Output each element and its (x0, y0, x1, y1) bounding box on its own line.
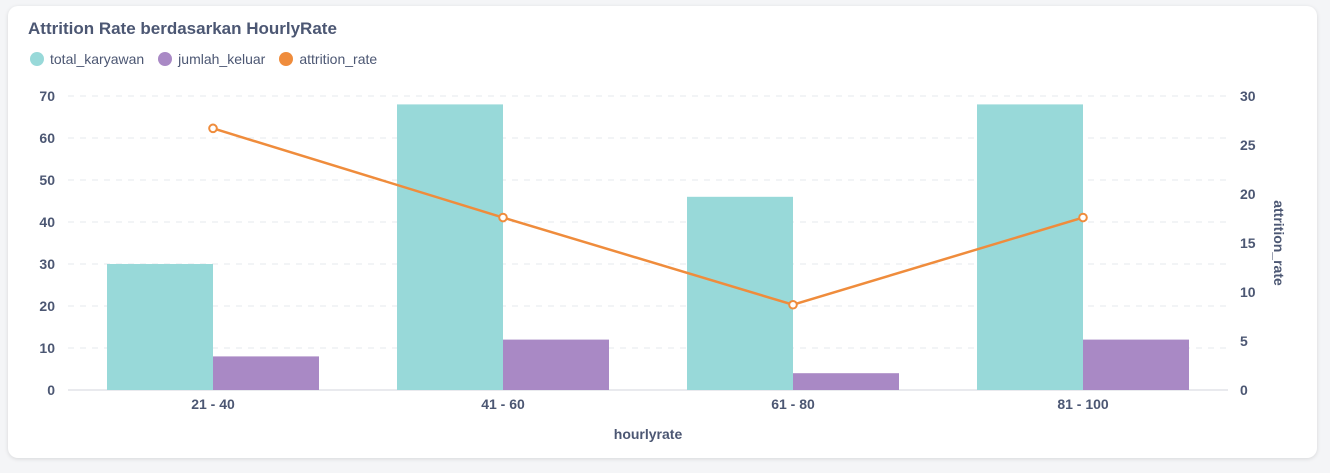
legend-item-attrition-rate[interactable]: attrition_rate (279, 51, 377, 67)
legend-label-attrition-rate: attrition_rate (299, 51, 378, 67)
legend-item-jumlah-keluar[interactable]: jumlah_keluar (158, 51, 265, 67)
legend-dot-total-karyawan (30, 52, 44, 66)
bar-total_karyawan (687, 196, 793, 390)
y2-axis-title: attrition_rate (1271, 200, 1287, 286)
bar-jumlah_keluar (793, 373, 899, 390)
y2-tick-label: 5 (1240, 333, 1248, 349)
x-tick-label: 61 - 80 (771, 396, 815, 412)
line-attrition_rate (212, 127, 1084, 307)
chart-legend: total_karyawan jumlah_keluar attrition_r… (30, 51, 377, 67)
bar-jumlah_keluar (503, 339, 609, 390)
y-tick-label: 60 (39, 130, 55, 146)
x-tick-label: 21 - 40 (191, 396, 235, 412)
x-tick-label: 81 - 100 (1057, 396, 1109, 412)
legend-label-total-karyawan: total_karyawan (50, 51, 145, 67)
y2-tick-label: 10 (1240, 284, 1256, 300)
legend-dot-jumlah-keluar (158, 52, 173, 66)
y-tick-label: 20 (39, 298, 55, 314)
bar-total_karyawan (977, 104, 1083, 391)
y-tick-label: 10 (39, 340, 55, 356)
bar-total_karyawan (107, 264, 213, 390)
legend-item-total-karyawan[interactable]: total_karyawan (30, 51, 144, 67)
y-tick-label: 40 (39, 214, 55, 230)
bar-jumlah_keluar (1083, 339, 1189, 390)
legend-label-jumlah-keluar: jumlah_keluar (178, 51, 266, 67)
point-attrition_rate (788, 299, 798, 310)
y2-tick-label: 15 (1240, 235, 1256, 251)
y2-tick-label: 30 (1240, 88, 1256, 104)
y-tick-label: 70 (39, 88, 55, 104)
chart-title: Attrition Rate berdasarkan HourlyRate (28, 19, 337, 38)
bar-total_karyawan (397, 104, 503, 391)
y-tick-label: 0 (47, 382, 55, 398)
point-attrition_rate (208, 123, 218, 134)
y-tick-label: 50 (39, 172, 55, 188)
y-tick-label: 30 (39, 256, 55, 272)
bar-jumlah_keluar (213, 356, 319, 390)
x-tick-label: 41 - 60 (481, 396, 525, 412)
point-attrition_rate (498, 212, 508, 223)
legend-dot-attrition-rate (279, 52, 294, 66)
point-attrition_rate (1078, 212, 1088, 223)
x-axis-title: hourlyrate (614, 426, 683, 442)
y2-tick-label: 0 (1240, 382, 1248, 398)
y2-tick-label: 20 (1240, 186, 1256, 202)
y2-tick-label: 25 (1240, 137, 1256, 153)
